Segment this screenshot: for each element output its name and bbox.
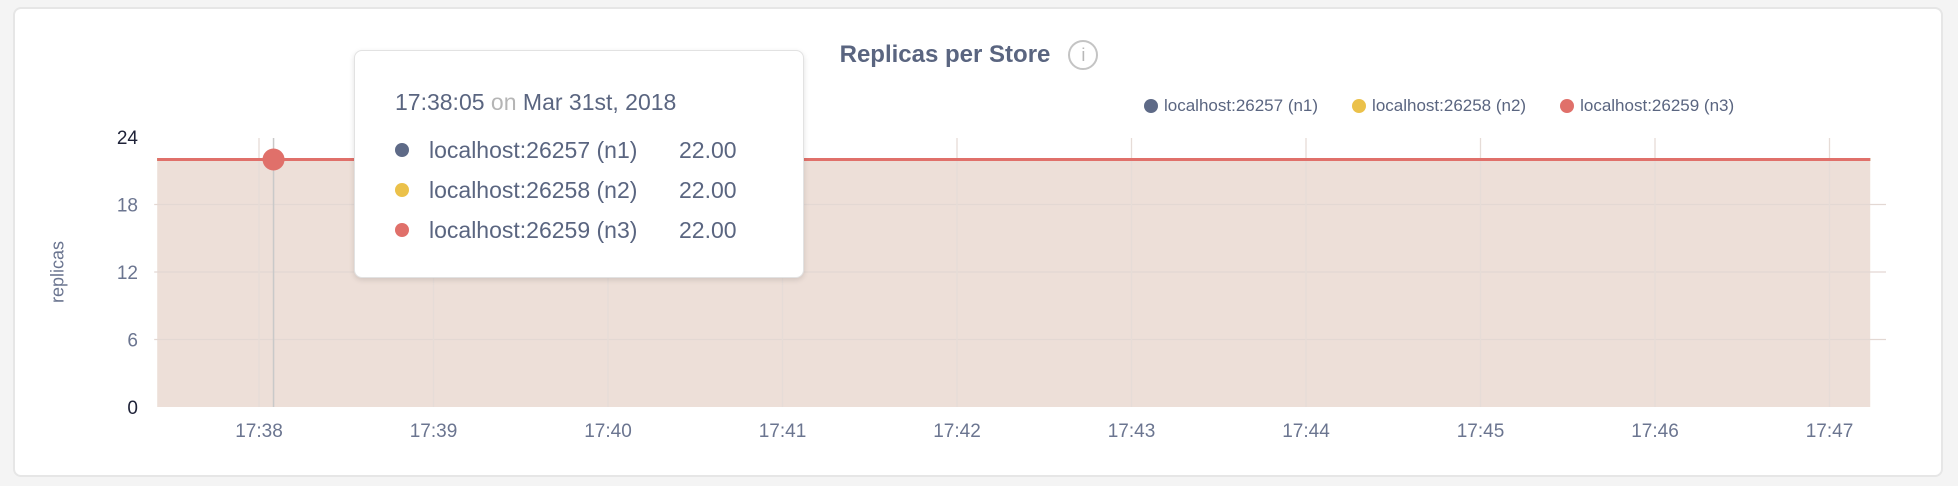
x-tick-label: 17:45 [1457,421,1505,442]
legend-dot [1560,99,1575,113]
x-tick-label: 17:46 [1631,421,1679,442]
tooltip-value: 22.00 [679,176,737,203]
y-tick-label: 24 [117,128,139,149]
y-tick-label: 0 [127,398,138,419]
tooltip-row: localhost:26258 (n2) 22.00 [395,170,803,210]
tooltip-on: on [490,89,517,115]
x-tick-label: 17:42 [933,421,981,442]
legend-item-n3[interactable]: localhost:26259 (n3) [1560,96,1734,116]
chart-title: Replicas per Store [839,41,1051,68]
series-dot [395,143,409,157]
chart-title-row: Replicas per Store i [0,40,1938,70]
legend-item-n2[interactable]: localhost:26258 (n2) [1352,96,1526,116]
tooltip-time: 17:38:05 [395,89,485,115]
tooltip-value: 22.00 [679,136,737,163]
legend-dot [1352,99,1367,113]
legend: localhost:26257 (n1) localhost:26258 (n2… [1144,96,1734,116]
y-tick-label: 6 [127,331,138,352]
legend-item-n1[interactable]: localhost:26257 (n1) [1144,96,1318,116]
tooltip-row: localhost:26259 (n3) 22.00 [395,210,803,250]
series-dot [395,183,409,197]
tooltip-header: 17:38:05 on Mar 31st, 2018 [395,89,803,116]
x-tick-label: 17:38 [235,421,283,442]
tooltip-series-name: localhost:26257 (n1) [429,136,638,163]
x-tick-label: 17:41 [759,421,807,442]
info-circle-icon[interactable]: i [1068,40,1099,70]
legend-label: localhost:26257 (n1) [1164,96,1319,115]
tooltip-row: localhost:26257 (n1) 22.00 [395,130,803,170]
x-tick-label: 17:39 [410,421,458,442]
y-tick-label: 18 [117,196,138,217]
hover-point [262,148,285,171]
x-tick-label: 17:43 [1108,421,1156,442]
tooltip: 17:38:05 on Mar 31st, 2018 localhost:262… [354,50,804,278]
tooltip-date: Mar 31st, 2018 [522,89,677,115]
tooltip-value: 22.00 [679,216,737,243]
series-dot [395,223,409,237]
x-tick-label: 17:40 [584,421,632,442]
tooltip-series-name: localhost:26259 (n3) [429,216,638,243]
legend-dot [1144,99,1158,113]
legend-label: localhost:26258 (n2) [1372,96,1527,115]
x-tick-label: 17:44 [1282,421,1330,442]
tooltip-series-name: localhost:26258 (n2) [429,176,638,203]
legend-label: localhost:26259 (n3) [1580,96,1735,115]
x-tick-label: 17:47 [1806,421,1854,442]
y-tick-label: 12 [117,263,138,284]
